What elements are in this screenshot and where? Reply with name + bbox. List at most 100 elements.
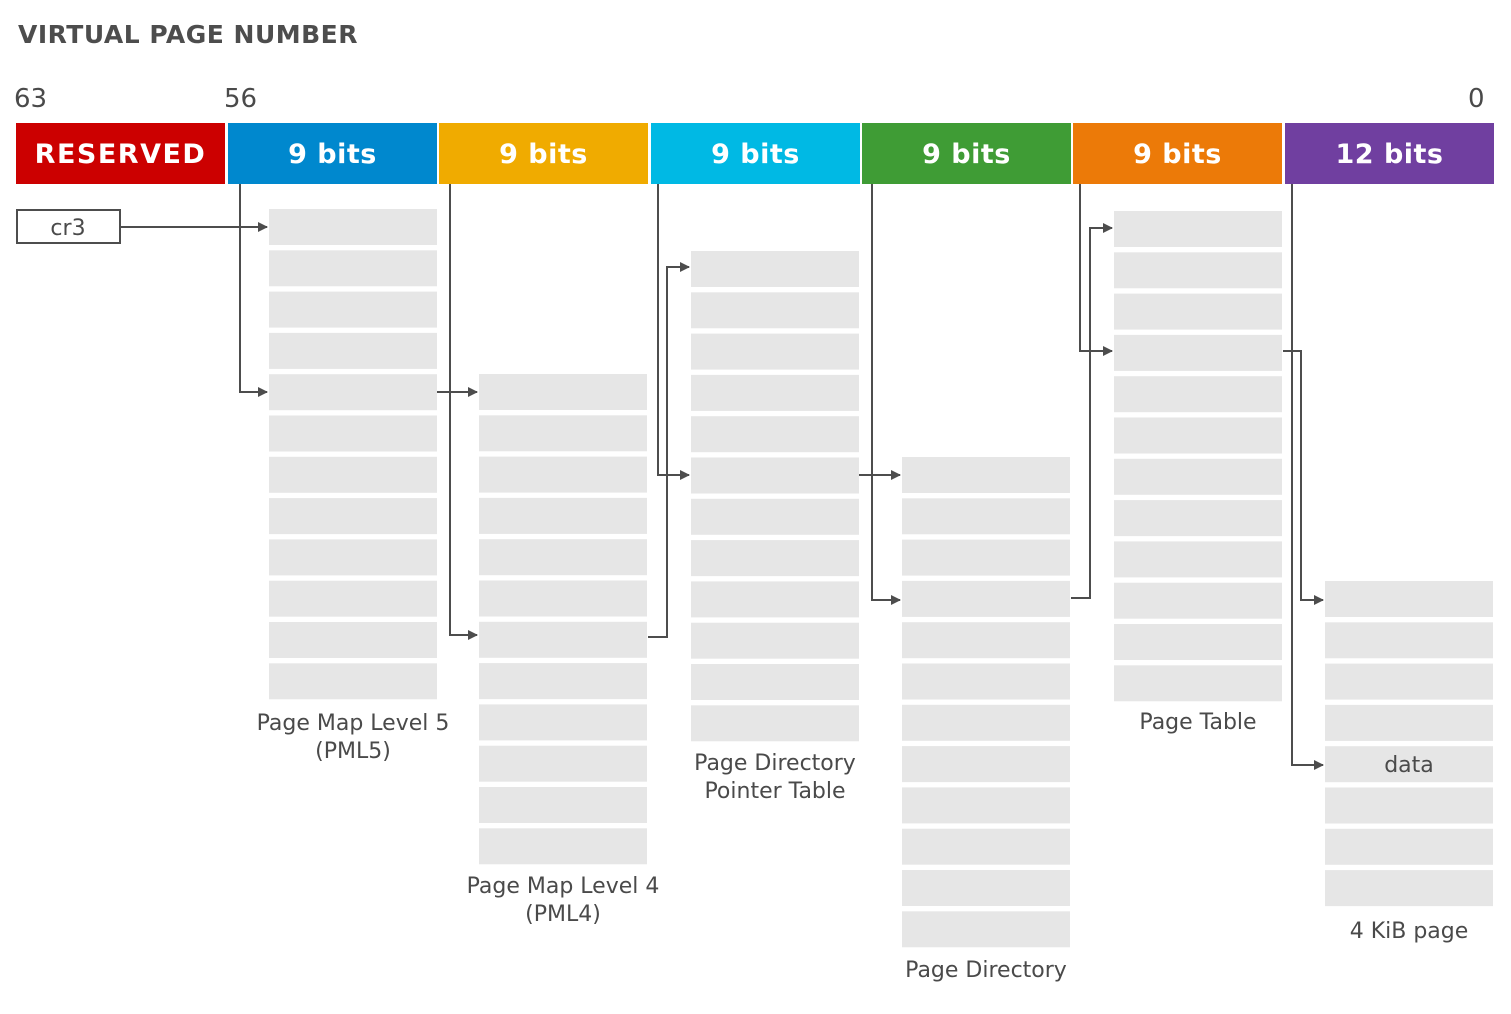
page-directory-table: [902, 457, 1070, 948]
table-entry: [1325, 787, 1493, 824]
pdpt-table: [691, 251, 859, 742]
table-entry: [691, 251, 859, 287]
table-entry: [479, 580, 647, 617]
table-entry: [269, 498, 437, 535]
table-label: Page Map Level 4: [467, 874, 660, 899]
bit-segment-label-1: 9 bits: [288, 139, 377, 170]
bit-segment-label-6: 12 bits: [1335, 139, 1443, 170]
table-entry: [902, 663, 1070, 700]
table-entry: [269, 374, 437, 411]
bit-63-label: 63: [14, 84, 48, 114]
page-4k: [1325, 581, 1493, 907]
table-entry: [269, 415, 437, 452]
table-entry: [479, 745, 647, 782]
table-label-line2: Pointer Table: [704, 779, 845, 804]
table-entry: [1114, 665, 1282, 702]
table-entry: [902, 787, 1070, 824]
table-entry: [479, 787, 647, 823]
table-entry: [691, 457, 859, 494]
table-entry: [1114, 582, 1282, 619]
table-entry: [1114, 211, 1282, 247]
table-entry: [902, 498, 1070, 535]
table-entry: [1114, 252, 1282, 289]
pml4-index-arrow: [449, 184, 478, 640]
table-entry: [691, 581, 859, 618]
table-entry: [269, 291, 437, 328]
bit-0-label: 0: [1468, 84, 1485, 114]
table-entry: [269, 580, 437, 617]
table-entry: [691, 664, 859, 700]
table-entry: [691, 705, 859, 742]
table-entry: [902, 457, 1070, 493]
table-label: Page Map Level 5: [257, 711, 450, 736]
table-entry: [691, 333, 859, 370]
table-label: Page Table: [1139, 710, 1256, 735]
pd-to-pt-arrow: [1071, 223, 1113, 599]
table-entry: [479, 456, 647, 493]
page-table: [1114, 211, 1282, 702]
table-entry: [902, 539, 1070, 576]
table-entry: [479, 497, 647, 534]
table-entry: [269, 539, 437, 576]
table-entry: [902, 870, 1070, 906]
table-entry: [479, 621, 647, 658]
table-label: Page Directory: [905, 958, 1067, 983]
table-label: Page Directory: [694, 751, 856, 776]
table-entry: [902, 911, 1070, 948]
table-entry: [1325, 622, 1493, 659]
pd-index-arrow: [871, 184, 901, 605]
table-entry: [479, 539, 647, 576]
bit-segment-6: [1285, 123, 1494, 184]
table-entry: [902, 828, 1070, 865]
table-entry: [1114, 624, 1282, 660]
bit-segment-label-2: 9 bits: [499, 139, 588, 170]
table-entry: [269, 250, 437, 287]
table-entry: [691, 292, 859, 329]
pt-to-page-arrow: [1283, 350, 1324, 605]
table-entry: [1114, 376, 1282, 413]
table-entry: [479, 828, 647, 865]
table-entry: [269, 663, 437, 700]
data-entry-label: data: [1384, 753, 1434, 778]
table-entry: [1325, 663, 1493, 700]
cr3-register-label: cr3: [50, 216, 85, 241]
table-entry: [269, 332, 437, 369]
table-entry: [902, 704, 1070, 741]
table-entry: [1114, 334, 1282, 371]
table-entry: [902, 580, 1070, 617]
bit-segment-label-5: 9 bits: [1133, 139, 1222, 170]
table-entry: [1114, 500, 1282, 537]
table-label: 4 KiB page: [1350, 919, 1469, 944]
table-entry: [1325, 746, 1493, 783]
table-entry: [1325, 870, 1493, 907]
table-entry: [479, 415, 647, 452]
table-entry: [1325, 704, 1493, 741]
bit-segment-3: [651, 123, 860, 184]
table-entry: [479, 704, 647, 741]
table-entry: [269, 456, 437, 493]
pml4-table: [479, 374, 647, 865]
table-entry: [479, 374, 647, 410]
bit-56-label: 56: [224, 84, 258, 114]
bit-segment-0: [16, 123, 225, 184]
bit-segment-1: [228, 123, 437, 184]
table-entry: [902, 622, 1070, 659]
pt-index-arrow: [1079, 184, 1113, 356]
table-label-line2: (PML5): [315, 739, 391, 764]
bit-segment-2: [439, 123, 648, 184]
pdpt-index-arrow: [657, 184, 690, 480]
table-entry: [691, 498, 859, 535]
table-entry: [1114, 458, 1282, 495]
table-entry: [691, 416, 859, 453]
bit-segment-5: [1073, 123, 1282, 184]
table-entry: [1114, 417, 1282, 454]
table-entry: [691, 540, 859, 577]
bit-segment-label-4: 9 bits: [922, 139, 1011, 170]
table-entry: [1325, 828, 1493, 865]
table-entry: [691, 374, 859, 411]
offset-arrow: [1291, 184, 1324, 770]
pml5-table: [269, 209, 437, 700]
cr3-register-box: [16, 209, 121, 244]
bit-segment-4: [862, 123, 1071, 184]
